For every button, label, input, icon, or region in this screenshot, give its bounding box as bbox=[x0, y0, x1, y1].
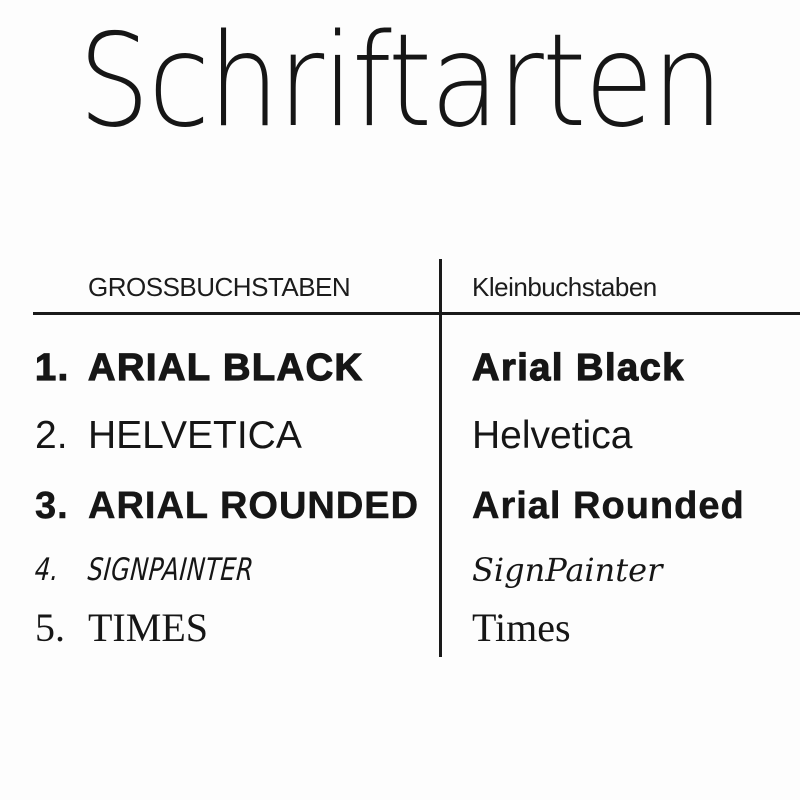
table-row-times: 5. TIMES Times bbox=[0, 604, 800, 652]
header-underline bbox=[33, 312, 800, 315]
row-number: 2. bbox=[35, 414, 68, 457]
font-name-lowercase: SignPainter bbox=[472, 551, 663, 589]
font-name-lowercase: Arial Rounded bbox=[472, 485, 745, 528]
row-number: 3. bbox=[35, 485, 69, 528]
font-name-uppercase: HELVETICA bbox=[88, 414, 302, 457]
font-name-uppercase: ARIAL ROUNDED bbox=[88, 485, 420, 528]
table-row-helvetica: 2. HELVETICA Helvetica bbox=[0, 412, 800, 460]
table-row-arial-rounded: 3. ARIAL ROUNDED Arial Rounded bbox=[0, 482, 800, 530]
font-name-uppercase: SIGNPAINTER bbox=[86, 552, 256, 588]
font-name-lowercase: Arial Black bbox=[471, 346, 685, 389]
font-name-uppercase: TIMES bbox=[88, 605, 208, 650]
row-number: 4. bbox=[33, 552, 61, 588]
font-name-lowercase: Helvetica bbox=[472, 414, 633, 457]
font-name-uppercase: ARIAL BLACK bbox=[87, 346, 364, 389]
table-row-signpainter: 4. SIGNPAINTER SignPainter bbox=[0, 546, 800, 594]
column-divider-line bbox=[439, 259, 442, 657]
font-name-lowercase: Times bbox=[472, 605, 571, 650]
column-header-lowercase: Kleinbuchstaben bbox=[472, 272, 657, 302]
row-number: 5. bbox=[35, 605, 65, 650]
page-title: Schriftarten bbox=[78, 7, 723, 156]
row-number: 1. bbox=[34, 346, 70, 389]
column-header-uppercase: GROSSBUCHSTABEN bbox=[88, 272, 351, 302]
table-row-arial-black: 1. ARIAL BLACK Arial Black bbox=[0, 344, 800, 392]
